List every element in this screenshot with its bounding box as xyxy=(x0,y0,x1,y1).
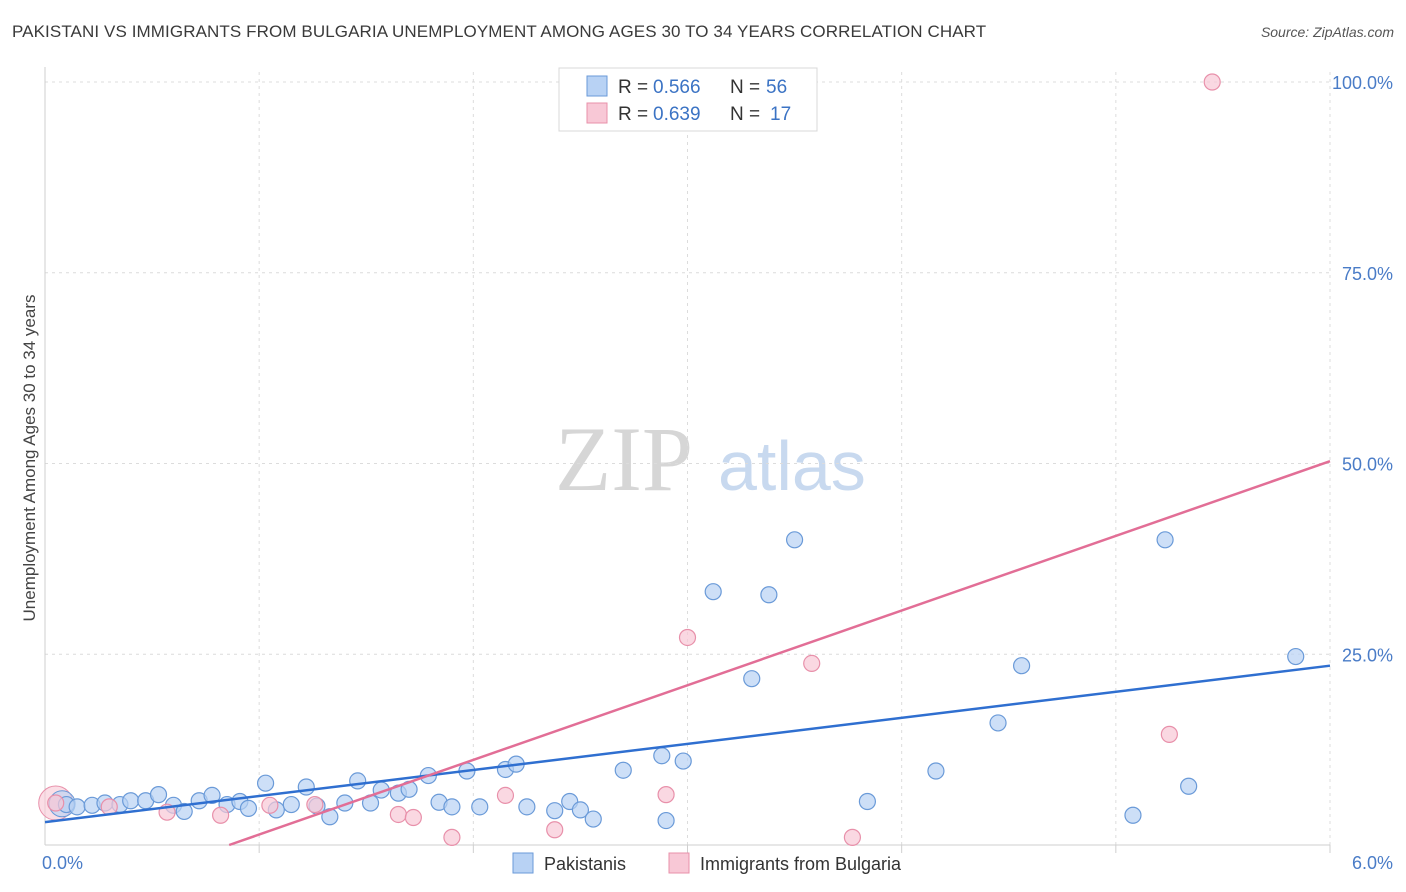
legend-r-label-1: R = xyxy=(618,77,648,98)
axes xyxy=(44,67,1331,853)
trend-line-bulgaria xyxy=(228,460,1331,847)
legend-r-value-2: 0.639 xyxy=(653,104,701,125)
data-point-bulgaria xyxy=(546,821,564,839)
data-point-bulgaria xyxy=(261,796,279,814)
source-label: Source: ZipAtlas.com xyxy=(1260,24,1394,40)
top-legend: R = 0.566 N = 56 R = 0.639 N = 17 xyxy=(558,67,818,132)
data-point-pakistanis xyxy=(256,774,275,792)
x-tick-label: 6.0% xyxy=(1352,853,1393,873)
data-point-pakistanis xyxy=(203,786,221,805)
data-point-pakistanis xyxy=(149,786,168,804)
data-point-pakistanis xyxy=(704,583,722,601)
bottom-legend-label-bulgaria: Immigrants from Bulgaria xyxy=(700,854,902,874)
data-point-bulgaria xyxy=(657,786,675,804)
y-axis-label: Unemployment Among Ages 30 to 34 years xyxy=(20,295,39,622)
data-point-bulgaria xyxy=(212,806,230,824)
data-point-bulgaria xyxy=(443,828,461,846)
data-point-pakistanis xyxy=(760,586,778,604)
data-point-pakistanis xyxy=(989,714,1007,732)
data-point-pakistanis xyxy=(653,747,671,765)
data-point-pakistanis xyxy=(1156,531,1174,549)
data-point-pakistanis xyxy=(443,798,461,816)
legend-swatch-pakistanis xyxy=(586,75,608,97)
data-point-pakistanis xyxy=(1012,657,1031,675)
data-point-pakistanis xyxy=(349,772,367,790)
bottom-legend-label-pakistanis: Pakistanis xyxy=(544,854,626,874)
data-point-pakistanis xyxy=(1180,777,1198,795)
data-point-pakistanis xyxy=(546,802,564,820)
data-point-pakistanis xyxy=(584,810,602,828)
watermark-zip: ZIP xyxy=(555,408,693,510)
data-point-pakistanis xyxy=(471,798,489,816)
y-tick-label: 100.0% xyxy=(1332,73,1393,93)
data-point-bulgaria xyxy=(404,808,422,827)
data-point-pakistanis xyxy=(657,811,675,830)
data-point-bulgaria xyxy=(306,795,324,814)
tick-labels: 25.0% 50.0% 75.0% 100.0% 0.0% 6.0% xyxy=(42,73,1393,873)
data-point-pakistanis xyxy=(571,801,590,819)
data-point-bulgaria xyxy=(803,654,821,673)
data-point-pakistanis xyxy=(927,762,945,780)
data-point-pakistanis xyxy=(743,670,761,688)
legend-n-label-1: N = xyxy=(730,77,760,98)
watermark-atlas: atlas xyxy=(718,427,866,505)
data-point-pakistanis xyxy=(674,752,692,770)
y-tick-label: 50.0% xyxy=(1342,455,1393,475)
data-point-bulgaria xyxy=(678,628,697,647)
data-point-pakistanis xyxy=(518,798,536,816)
data-point-bulgaria xyxy=(1203,73,1221,91)
legend-r-value-1: 0.566 xyxy=(653,77,701,98)
bottom-legend-swatch-bulgaria xyxy=(668,852,690,874)
bottom-legend: Pakistanis Immigrants from Bulgaria xyxy=(512,852,902,874)
legend-swatch-bulgaria xyxy=(586,102,608,124)
data-point-pakistanis xyxy=(297,778,315,796)
data-point-bulgaria xyxy=(47,794,65,812)
data-point-pakistanis xyxy=(1124,806,1142,824)
data-point-pakistanis xyxy=(1287,647,1305,666)
data-point-pakistanis xyxy=(122,792,140,810)
grid-lines xyxy=(45,72,1331,845)
chart-title: PAKISTANI VS IMMIGRANTS FROM BULGARIA UN… xyxy=(12,22,987,41)
data-point-pakistanis xyxy=(239,799,258,817)
data-points xyxy=(38,73,1305,846)
data-point-bulgaria xyxy=(496,786,515,805)
data-point-pakistanis xyxy=(175,802,193,821)
x-tick-label: 0.0% xyxy=(42,853,83,873)
trend-lines xyxy=(44,460,1331,847)
legend-n-value-1: 56 xyxy=(766,77,787,98)
bottom-legend-swatch-pakistanis xyxy=(512,852,534,874)
data-point-pakistanis xyxy=(785,531,804,549)
trend-line-pakistanis xyxy=(44,664,1331,824)
legend-r-label-2: R = xyxy=(618,104,648,125)
data-point-pakistanis xyxy=(68,798,86,816)
y-tick-label: 75.0% xyxy=(1342,264,1393,284)
data-point-pakistanis xyxy=(614,761,632,779)
y-tick-label: 25.0% xyxy=(1342,645,1393,665)
legend-n-value-2: 17 xyxy=(770,104,791,125)
data-point-bulgaria xyxy=(843,828,862,846)
data-point-bulgaria xyxy=(1160,725,1178,743)
data-point-pakistanis xyxy=(282,795,300,814)
legend-n-label-2: N = xyxy=(730,104,760,125)
data-point-bulgaria xyxy=(389,805,407,824)
data-point-pakistanis xyxy=(858,792,877,811)
